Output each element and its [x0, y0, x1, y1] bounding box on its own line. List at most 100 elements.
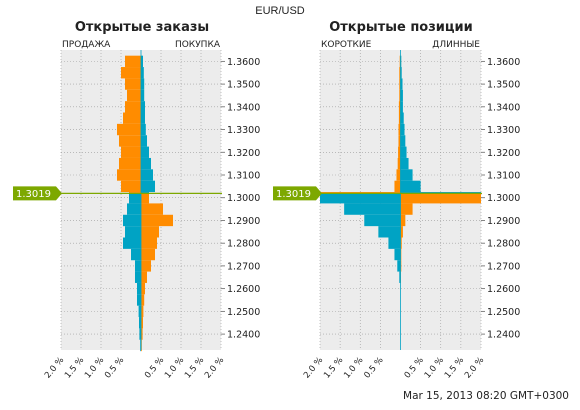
bar-left	[139, 317, 141, 329]
bar-right	[400, 203, 413, 215]
y-tick-label: 1.3600	[227, 57, 260, 68]
y-tick-label: 1.3000	[487, 193, 520, 204]
bar-right	[400, 55, 402, 68]
price-tag-arrow	[273, 186, 322, 201]
bar-left	[125, 226, 141, 238]
y-tick-label: 1.2500	[487, 307, 520, 318]
chart-title: EUR/USD	[255, 5, 305, 17]
y-tick-label: 1.3500	[227, 80, 260, 91]
bar-left	[399, 55, 401, 68]
bar-right	[400, 89, 403, 102]
bar-left	[123, 112, 141, 124]
bar-left	[320, 192, 401, 194]
bar-left	[121, 67, 141, 79]
open-positions-panel: Открытые позиции КОРОТКИЕ ДЛИННЫЕ 1.3600…	[302, 20, 520, 381]
bar-right	[141, 294, 145, 306]
bar-left	[139, 328, 141, 340]
current-price-text: 1.3019	[276, 189, 311, 200]
y-tick-label: 1.2900	[487, 216, 520, 227]
sell-label: ПРОДАЖА	[62, 40, 111, 50]
open-orders-grid	[60, 50, 222, 350]
buy-label: ПОКУПКА	[175, 40, 221, 50]
y-tick-label: 1.2800	[227, 239, 260, 250]
bar-left	[125, 55, 141, 68]
bar-left	[125, 101, 141, 113]
bar-right	[141, 67, 144, 79]
current-price-tag-positions: 1.3019	[273, 186, 322, 201]
bar-left	[398, 135, 401, 147]
bar-left	[397, 260, 401, 272]
y-tick-label: 1.3100	[487, 171, 520, 182]
bar-left	[388, 237, 401, 249]
bar-left	[394, 248, 401, 261]
bar-right	[400, 123, 405, 136]
bar-right	[400, 78, 403, 90]
bar-left	[320, 193, 401, 204]
bar-left	[117, 123, 141, 136]
x-tick-label: 1.0 %	[163, 356, 186, 381]
bar-left	[394, 180, 401, 193]
bar-right	[141, 112, 145, 124]
bar-right	[141, 260, 151, 272]
bar-right	[141, 169, 153, 181]
short-label: КОРОТКИЕ	[321, 40, 372, 50]
bar-left	[344, 203, 401, 215]
bar-left	[135, 271, 141, 283]
bar-left	[397, 157, 401, 170]
bar-right	[141, 78, 145, 90]
bar-left	[125, 78, 141, 90]
x-tick-label: 2.0 %	[463, 356, 486, 381]
x-tick-label: 1.5 %	[63, 356, 86, 381]
bar-right	[400, 248, 402, 261]
y-tick-label: 1.2700	[487, 261, 520, 272]
y-tick-label: 1.2800	[487, 239, 520, 250]
y-tick-label: 1.2600	[227, 284, 260, 295]
y-tick-label: 1.3400	[227, 102, 260, 113]
open-orders-title: Открытые заказы	[75, 20, 209, 35]
bar-left	[399, 271, 401, 283]
price-tag-arrow	[13, 186, 62, 201]
bar-right	[141, 282, 145, 295]
y-tick-label: 1.3500	[487, 80, 520, 91]
bar-right	[400, 67, 402, 79]
bar-right	[141, 317, 143, 329]
bar-left	[399, 67, 401, 79]
y-tick-label: 1.3300	[487, 125, 520, 136]
bar-right	[141, 193, 149, 204]
bar-right	[400, 169, 413, 181]
bar-right	[400, 260, 402, 272]
y-tick-label: 1.3600	[487, 57, 520, 68]
bar-right	[400, 214, 406, 227]
bar-right	[141, 328, 143, 340]
bar-right	[141, 226, 159, 238]
bar-right	[141, 248, 155, 261]
bar-left	[137, 282, 141, 295]
bar-right	[141, 203, 163, 215]
bar-right	[400, 193, 481, 204]
open-positions-percent-axis: 2.0 %1.5 %1.0 %0.5 % 0.5 %1.0 %1.5 %2.0 %	[302, 356, 486, 381]
y-tick-label: 1.2900	[227, 216, 260, 227]
open-positions-bars	[320, 50, 481, 350]
bar-right	[141, 157, 151, 170]
y-tick-label: 1.3200	[227, 148, 260, 159]
bar-right	[400, 192, 481, 194]
bar-right	[141, 146, 149, 158]
x-tick-label: 1.0 %	[83, 356, 106, 381]
bar-left	[399, 89, 401, 102]
bar-right	[400, 101, 403, 113]
open-orders-panel: Открытые заказы ПРОДАЖА ПОКУПКА 1.3600 1.…	[43, 20, 260, 381]
x-tick-label: 0.5 %	[403, 356, 426, 381]
bar-right	[400, 135, 406, 147]
bar-right	[141, 135, 147, 147]
x-tick-label: 1.5 %	[183, 356, 206, 381]
y-tick-label: 1.2600	[487, 284, 520, 295]
x-tick-label: 1.0 %	[342, 356, 365, 381]
bar-left	[398, 112, 401, 124]
x-tick-label: 1.0 %	[423, 356, 446, 381]
bar-left	[131, 248, 141, 261]
bar-right	[400, 157, 409, 170]
x-tick-label: 0.5 %	[362, 356, 385, 381]
current-price-text: 1.3019	[16, 189, 51, 200]
bar-left	[398, 146, 401, 158]
open-orders-price-axis: 1.3600 1.3500 1.3400 1.3300 1.3200 1.3100 1.30…	[221, 57, 260, 341]
